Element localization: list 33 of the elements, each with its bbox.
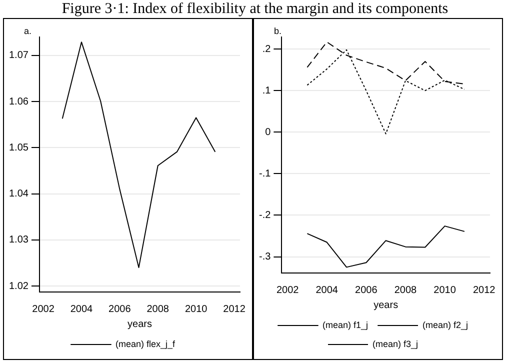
x-tick-label: 2008 [394,284,418,296]
y-tick-label: -.3 [259,252,272,263]
legend-label: (mean) f2_j [422,320,468,330]
x-tick-label: 2006 [355,284,378,296]
chart-title: Figure 3·1: Index of flexibility at the margin and its components [60,0,450,18]
y-tick-label: 1.05 [8,142,29,154]
y-tick-label: 1.03 [8,234,29,246]
y-tick-label: -.2 [259,210,272,221]
text: a. [24,26,32,36]
y-tick-label: 1.07 [8,50,29,62]
x-tick-label: 2010 [434,284,456,296]
y-tick-label: -.1 [259,168,272,180]
legend-label: (mean) f3_j [372,338,418,349]
legend-label: (mean) flex_j_f [115,338,176,349]
x-tick-label: 2002 [276,284,300,296]
x-tick-label: 2012 [472,284,496,296]
x-tick-label: 2012 [223,304,246,315]
x-tick-label: 2002 [32,304,55,315]
legend-label: (mean) f1_j [322,320,368,330]
x-tick-label: 2006 [108,304,132,315]
x-tick-label: 2004 [316,284,338,296]
x-axis-title: years [128,318,152,330]
y-tick-label: 0 [265,126,272,138]
y-tick-label: .2 [262,44,272,55]
y-tick-label: 1.04 [8,188,29,200]
y-tick-label: .1 [262,85,272,96]
x-axis-title: years [374,300,398,311]
y-tick-label: 1.02 [8,280,29,292]
text: b. [274,26,282,36]
x-tick-label: 2008 [146,304,170,315]
x-tick-label: 2004 [70,304,94,315]
y-tick-label: 1.06 [8,96,29,108]
x-tick-label: 2010 [184,304,208,315]
